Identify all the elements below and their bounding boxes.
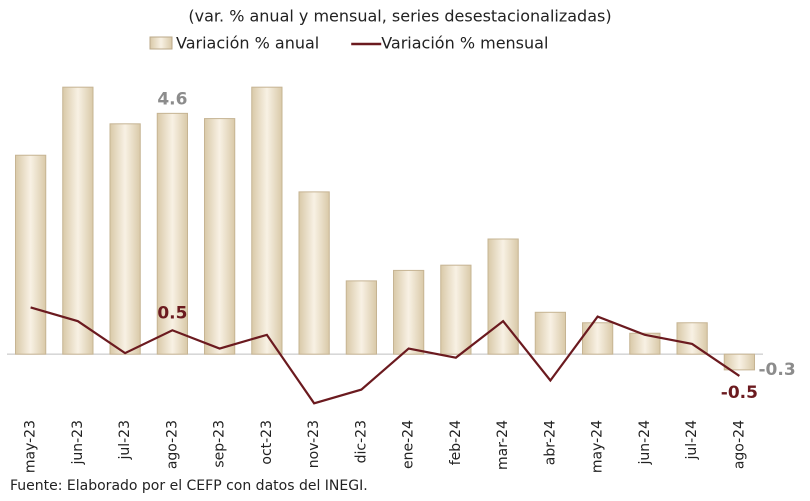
legend-swatch (149, 36, 173, 50)
legend-label: Variación % anual (176, 34, 319, 53)
source-note: Fuente: Elaborado por el CEFP con datos … (10, 478, 368, 494)
x-tick-label: sep-23 (212, 420, 228, 468)
x-tick-label: feb-24 (448, 420, 464, 465)
x-tick-label: abr-24 (542, 420, 558, 465)
x-tick-label: jul-23 (117, 420, 133, 461)
bar (204, 118, 236, 355)
bar (723, 353, 755, 371)
x-tick-label: dic-23 (353, 420, 369, 463)
bar (251, 86, 283, 355)
x-tick-label: nov-23 (306, 420, 322, 468)
data-label: -0.3 (758, 360, 795, 380)
bar (487, 238, 519, 355)
x-tick-label: ago-24 (731, 420, 747, 469)
x-tick-label: ene-24 (401, 420, 417, 469)
bar (629, 332, 661, 355)
bar (109, 123, 141, 355)
bar (15, 154, 47, 355)
x-tick-label: jun-24 (637, 420, 653, 466)
x-tick-label: oct-23 (259, 420, 275, 465)
x-tick-label: jul-24 (684, 420, 700, 461)
bar (298, 191, 330, 355)
bar (156, 112, 188, 355)
bar (62, 86, 94, 355)
bar (440, 264, 472, 355)
data-label: 4.6 (157, 89, 187, 109)
legend-label: Variación % mensual (381, 34, 548, 53)
x-tick-label: ago-23 (164, 420, 180, 469)
bar (582, 322, 614, 355)
bar (534, 311, 566, 355)
bar (393, 269, 425, 355)
x-tick-label: mar-24 (495, 420, 511, 470)
data-label: 0.5 (157, 303, 187, 323)
line-series (30, 306, 740, 405)
chart-title: (var. % anual y mensual, series desestac… (188, 7, 611, 26)
bar (345, 280, 377, 355)
data-label: -0.5 (721, 383, 758, 403)
bar (676, 322, 708, 355)
x-tick-label: jun-23 (70, 420, 86, 466)
x-tick-label: may-23 (23, 420, 39, 473)
x-tick-label: may-24 (590, 420, 606, 473)
